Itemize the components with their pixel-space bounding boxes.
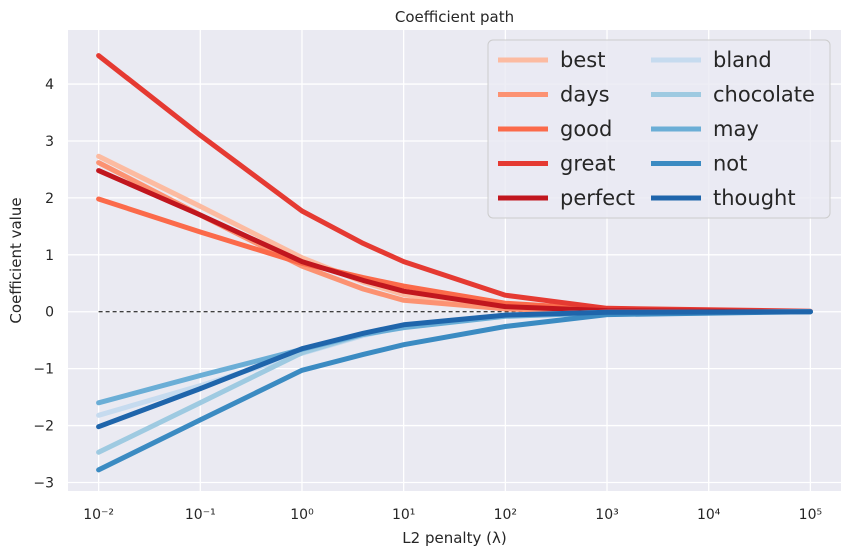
- legend-label-perfect: perfect: [560, 186, 635, 210]
- legend-label-bland: bland: [713, 48, 772, 72]
- legend-label-days: days: [560, 83, 610, 107]
- y-tick-label: −3: [33, 475, 54, 491]
- legend-label-great: great: [560, 152, 616, 176]
- x-tick-label: 10⁰: [290, 507, 314, 523]
- chart-title: Coefficient path: [395, 8, 514, 26]
- series-line-great: [96, 53, 813, 314]
- x-tick-label: 10¹: [392, 507, 415, 523]
- x-tick-label: 10⁵: [799, 507, 822, 523]
- y-tick-label: 3: [45, 134, 54, 150]
- series-lines: [96, 53, 813, 473]
- series-line-not: [96, 309, 813, 473]
- legend: best days good great perfect bland chocolate ma…: [487, 39, 831, 219]
- legend-label-chocolate: chocolate: [713, 83, 815, 107]
- y-tick-label: 2: [45, 191, 54, 207]
- x-tick-label: 10⁻²: [83, 507, 114, 523]
- legend-label-not: not: [713, 152, 747, 176]
- y-tick-label: 0: [45, 305, 54, 321]
- legend-label-best: best: [560, 48, 605, 72]
- y-tick-label: −1: [33, 362, 54, 378]
- x-tick-label: 10³: [595, 507, 618, 523]
- y-axis-ticks: −3 −2 −1 0 1 2 3 4: [33, 77, 54, 491]
- y-axis-title: Coefficient value: [7, 197, 25, 323]
- legend-label-good: good: [560, 117, 612, 141]
- x-tick-label: 10²: [494, 507, 517, 523]
- series-line-thought: [96, 309, 813, 430]
- x-axis-ticks: 10⁻² 10⁻¹ 10⁰ 10¹ 10² 10³ 10⁴ 10⁵: [83, 507, 822, 523]
- legend-label-thought: thought: [713, 186, 796, 210]
- x-axis-title: L2 penalty (λ): [402, 529, 506, 547]
- series-line-perfect: [96, 168, 813, 315]
- x-tick-label: 10⁴: [697, 507, 721, 523]
- y-tick-label: 1: [45, 248, 54, 264]
- x-tick-label: 10⁻¹: [185, 507, 216, 523]
- y-tick-label: 4: [45, 77, 54, 93]
- y-tick-label: −2: [33, 419, 54, 435]
- legend-label-may: may: [713, 117, 759, 141]
